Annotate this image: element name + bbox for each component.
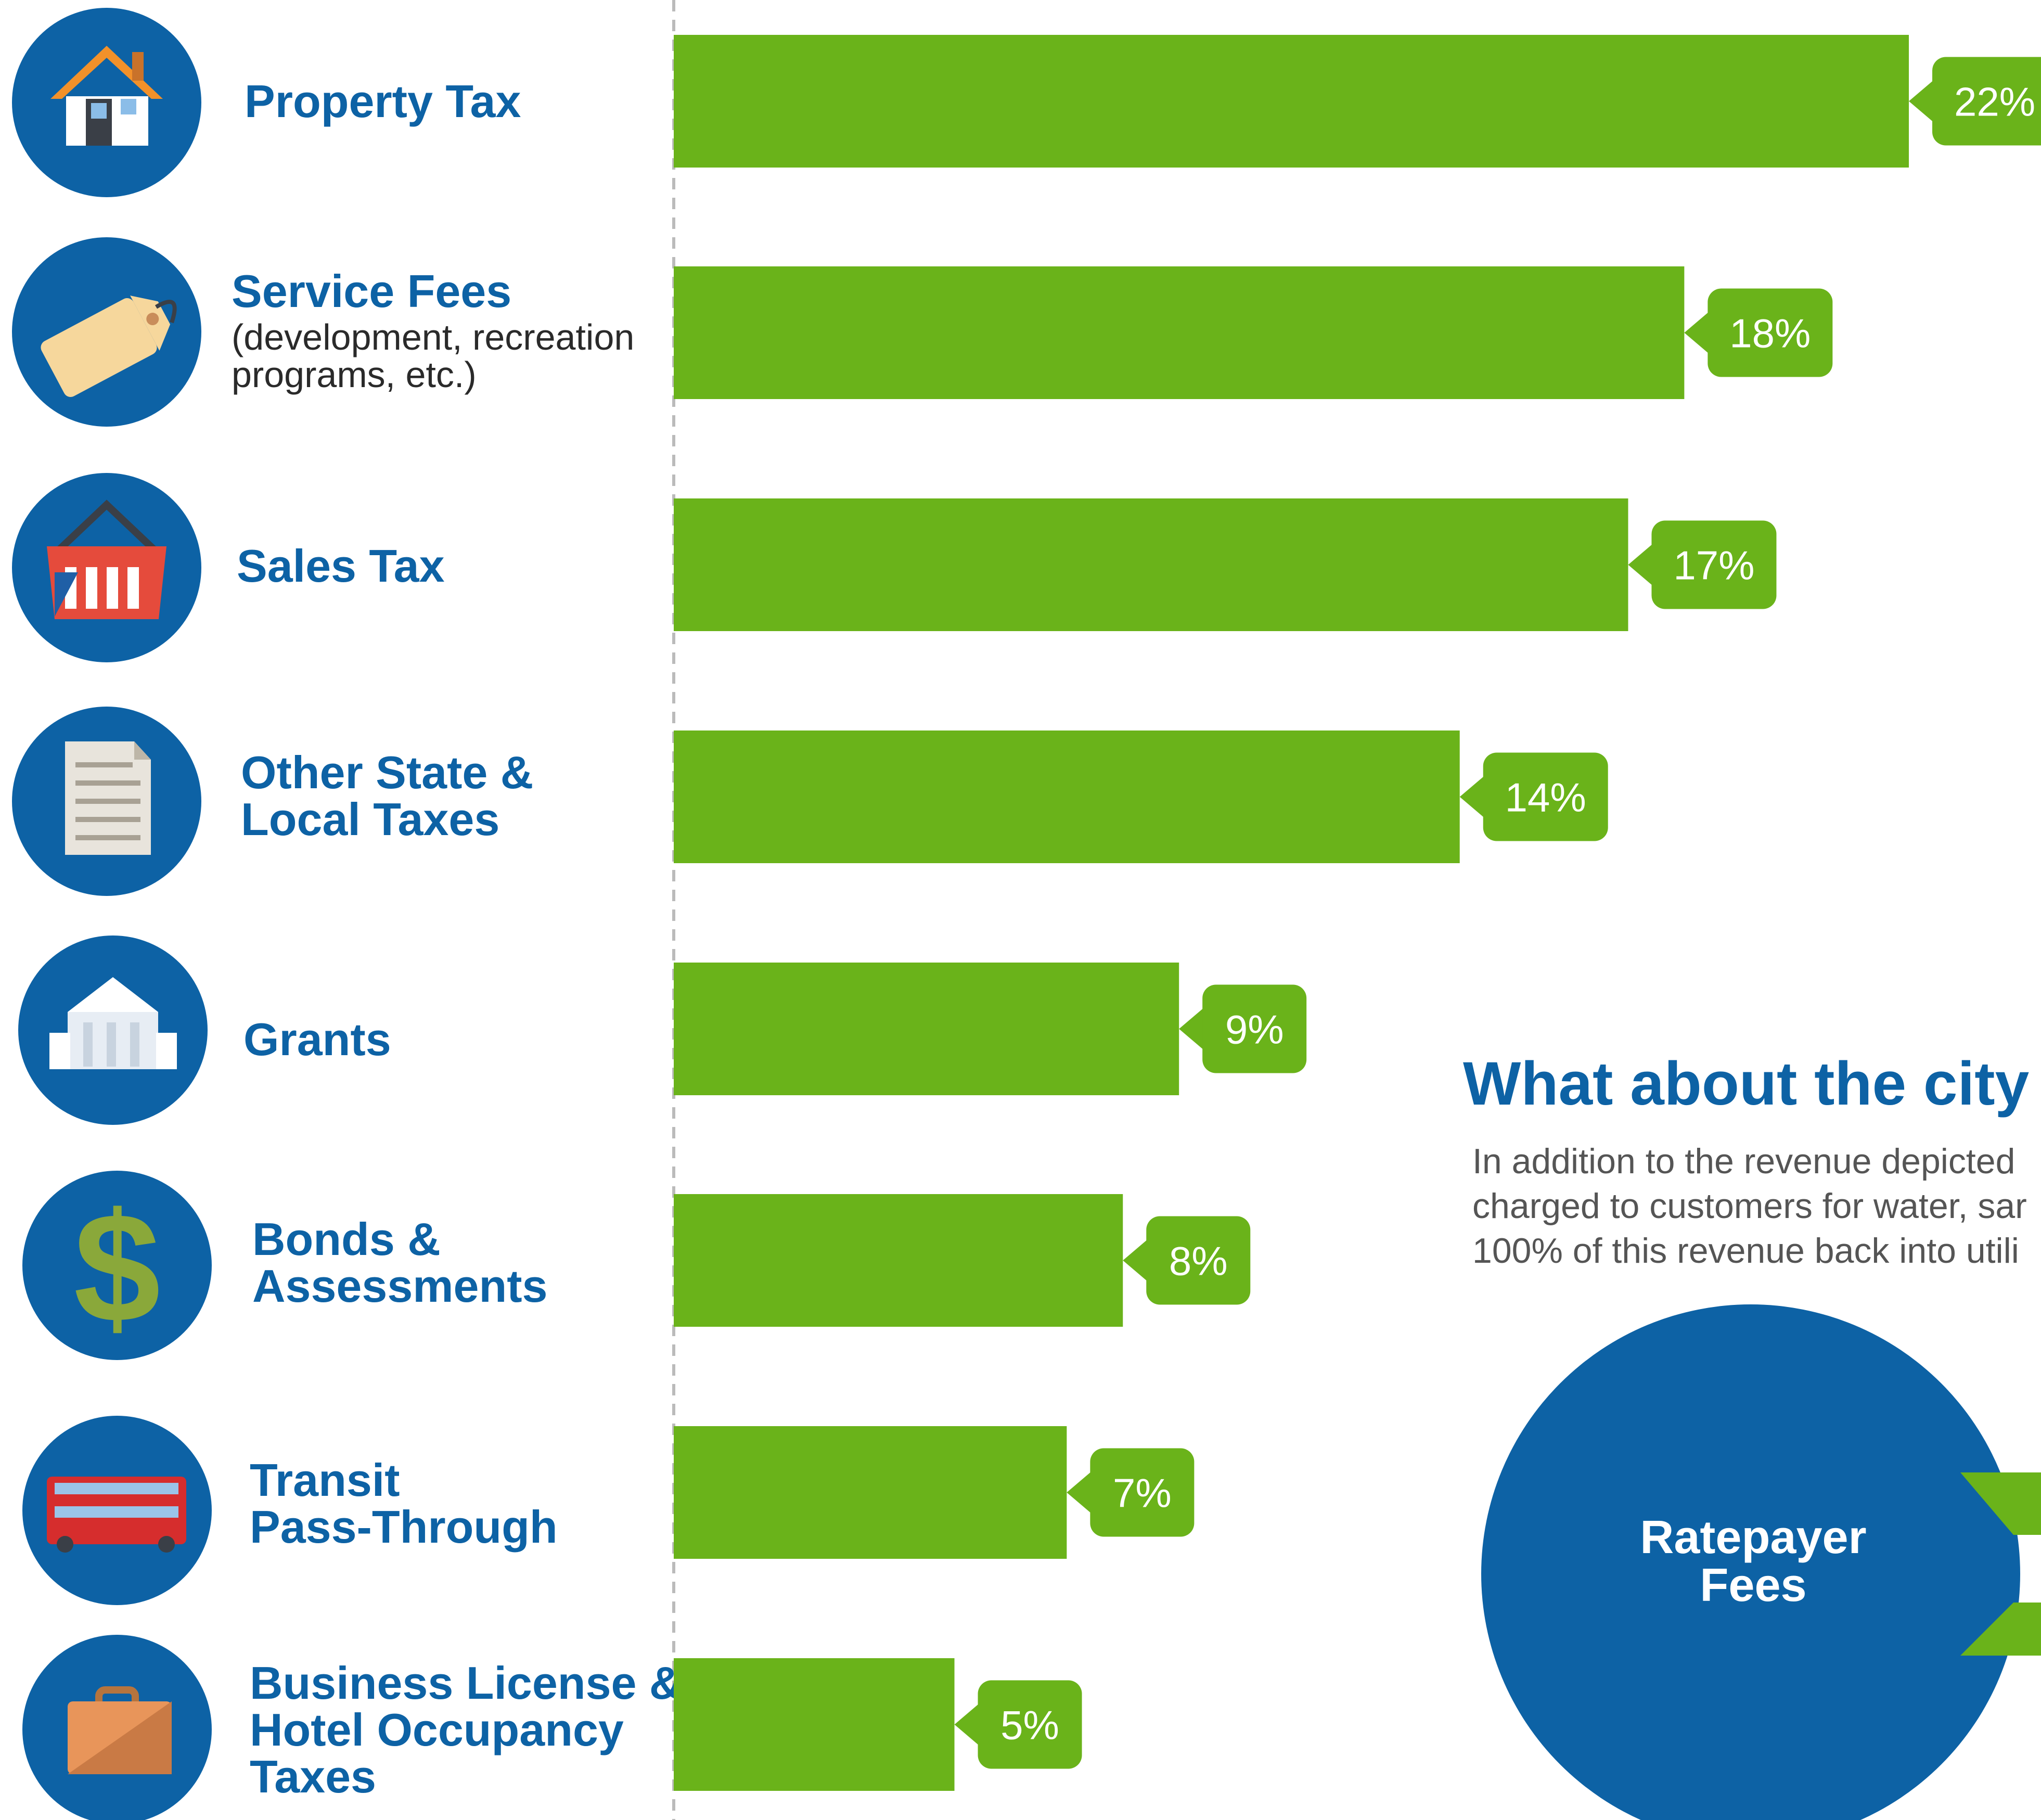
- value-bubble: [1202, 984, 1307, 1073]
- category-title-line: Taxes: [250, 1751, 376, 1802]
- value-bubble: [978, 1680, 1082, 1769]
- category-subtitle-line: programs, etc.): [232, 354, 477, 395]
- ratepayer-fees-label-line: Ratepayer: [1640, 1511, 1866, 1563]
- utility-section: What about the city u In addition to the…: [1463, 1049, 2041, 1820]
- category-title-line: Hotel Occupancy: [250, 1704, 624, 1755]
- value-label: 22%: [1954, 79, 2035, 125]
- category-title-line: Pass-Through: [250, 1501, 558, 1553]
- value-bubble: [1146, 1216, 1251, 1305]
- shopping-basket-icon: [12, 473, 201, 662]
- bar-8: [674, 1658, 955, 1791]
- value-bubble: [1090, 1448, 1195, 1537]
- ratepayer-fees-label-line: Fees: [1700, 1559, 1806, 1611]
- value-bubble: [1651, 520, 1777, 609]
- value-bubble: [1483, 752, 1608, 841]
- value-bubble-pointer: [1909, 80, 1933, 122]
- category-title-line: Property Tax: [245, 75, 521, 127]
- value-bubble-pointer: [1123, 1239, 1148, 1281]
- utility-heading: What about the city u: [1463, 1049, 2041, 1118]
- dollar-sign-icon: $: [22, 1171, 212, 1360]
- category-labels: Property Tax Service Fees(development, re…: [232, 75, 682, 1802]
- value-bubble-pointer: [1179, 1008, 1204, 1050]
- value-label: 17%: [1673, 543, 1754, 588]
- value-label: 9%: [1225, 1007, 1284, 1053]
- value-bubble-pointer: [1628, 544, 1653, 586]
- bar-4: [674, 730, 1460, 863]
- category-title-line: Grants: [243, 1014, 391, 1065]
- value-bubble-pointer: [1067, 1471, 1092, 1514]
- value-bubble-pointer: [1684, 312, 1709, 354]
- category-title-line: Service Fees: [232, 265, 511, 317]
- government-building-icon: [18, 935, 208, 1125]
- bar-7: [674, 1426, 1067, 1559]
- svg-text:$: $: [74, 1180, 161, 1355]
- value-label: 18%: [1729, 311, 1811, 356]
- arrow-shape-top: [1960, 1472, 2041, 1535]
- briefcase-icon: [22, 1635, 212, 1820]
- category-title-line: Sales Tax: [237, 540, 445, 592]
- category-subtitle-line: (development, recreation: [232, 317, 634, 357]
- value-label: 7%: [1113, 1470, 1172, 1516]
- value-bubble-pointer: [1459, 776, 1484, 818]
- category-title-line: Assessments: [252, 1260, 547, 1312]
- arrow-shape-bottom: [1960, 1603, 2041, 1656]
- value-label: 8%: [1169, 1238, 1228, 1284]
- category-title-line: Transit: [250, 1454, 400, 1506]
- bar-5: [674, 963, 1179, 1095]
- utility-paragraph-line: charged to customers for water, sar: [1472, 1186, 2027, 1226]
- value-bubble: [1932, 57, 2041, 146]
- bar-6: [674, 1194, 1123, 1327]
- category-title-line: Business License &: [250, 1657, 682, 1709]
- bar-2: [674, 266, 1685, 399]
- value-label: 5%: [1000, 1702, 1059, 1748]
- price-tag-icon: [12, 237, 201, 427]
- bar-3: [674, 498, 1628, 631]
- ratepayer-fees-circle: [1481, 1304, 2020, 1820]
- bar-1: [674, 35, 1909, 168]
- icons-group: $: [12, 8, 212, 1820]
- bars-group: 22% 18% 17% 14% 9% 8% 7% 5%: [674, 35, 2041, 1791]
- utility-paragraph-line: In addition to the revenue depicted: [1472, 1142, 2015, 1181]
- category-title-line: Other State &: [241, 747, 533, 798]
- value-bubble-pointer: [954, 1703, 979, 1746]
- house-icon: [12, 8, 201, 197]
- double-decker-bus-icon: [22, 1416, 212, 1605]
- utility-paragraph: In addition to the revenue depicted charg…: [1472, 1142, 2027, 1271]
- value-label: 14%: [1505, 775, 1586, 821]
- document-icon: [12, 707, 201, 896]
- category-title-line: Bonds &: [252, 1213, 441, 1265]
- value-bubble: [1708, 288, 1833, 377]
- utility-paragraph-line: 100% of this revenue back into utili: [1472, 1231, 2019, 1271]
- category-title-line: Local Taxes: [241, 793, 499, 845]
